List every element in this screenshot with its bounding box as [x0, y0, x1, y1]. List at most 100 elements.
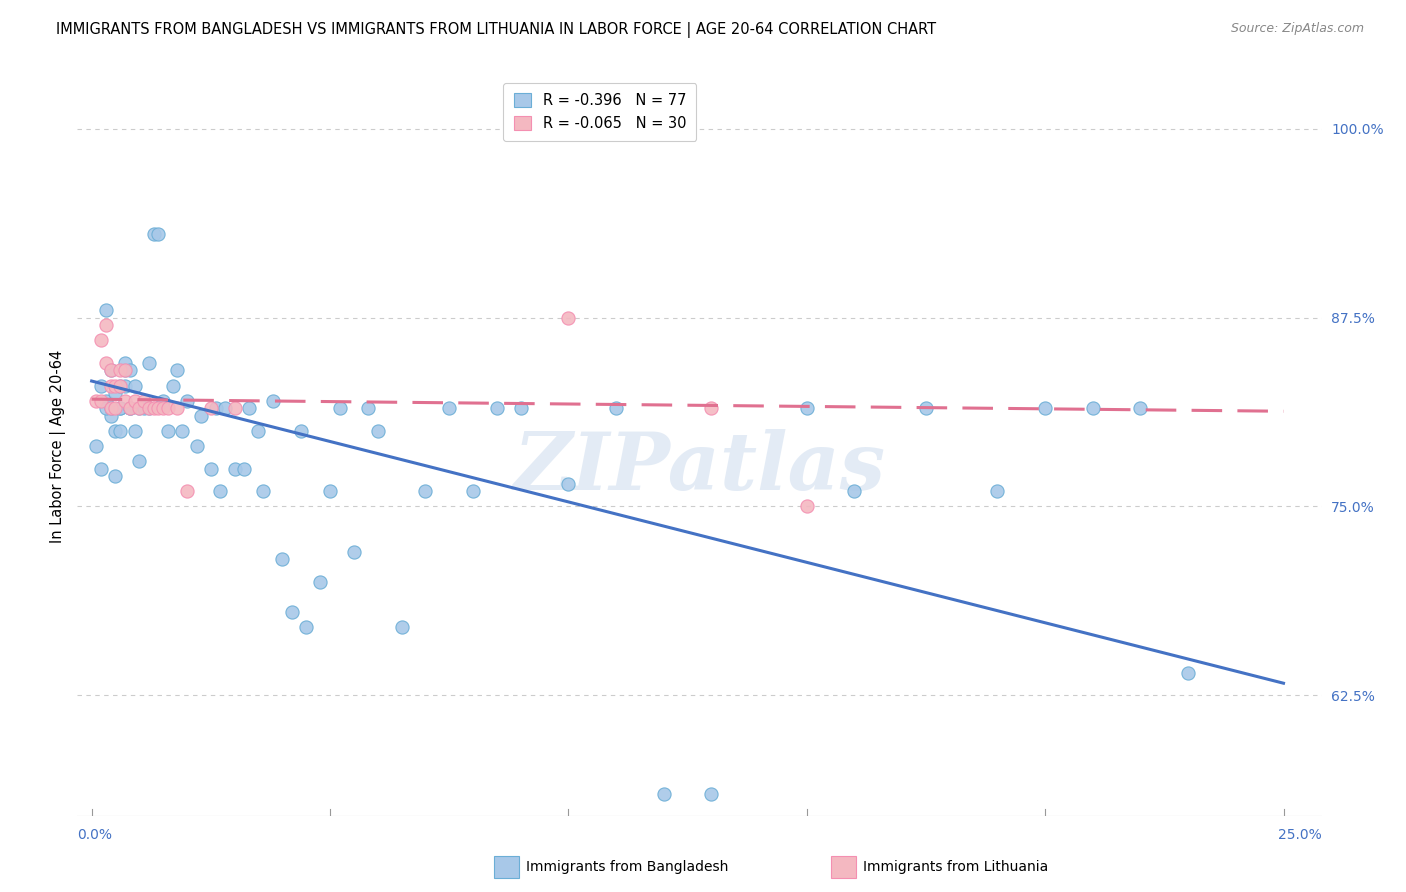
Point	[90, 333, 112, 347]
Point	[114, 378, 136, 392]
Point	[110, 378, 132, 392]
Text: 0.0%: 0.0%	[77, 828, 112, 842]
Point	[104, 424, 127, 438]
Point	[118, 363, 141, 377]
Point	[90, 461, 112, 475]
Point	[172, 424, 194, 438]
Point	[309, 574, 332, 589]
Text: Immigrants from Bangladesh: Immigrants from Bangladesh	[526, 860, 728, 874]
Point	[844, 484, 866, 499]
Point	[652, 787, 675, 801]
Point	[110, 401, 132, 416]
Point	[152, 393, 174, 408]
Point	[281, 605, 304, 619]
Text: Immigrants from Lithuania: Immigrants from Lithuania	[863, 860, 1049, 874]
Point	[1177, 665, 1199, 680]
Y-axis label: In Labor Force | Age 20-64: In Labor Force | Age 20-64	[51, 350, 66, 542]
Point	[94, 303, 117, 318]
Point	[271, 552, 294, 566]
Point	[100, 401, 122, 416]
Point	[156, 401, 179, 416]
Point	[224, 401, 246, 416]
Text: 25.0%: 25.0%	[1278, 828, 1322, 842]
Point	[118, 401, 141, 416]
Point	[176, 393, 198, 408]
Point	[128, 401, 150, 416]
Point	[391, 620, 413, 634]
Point	[100, 363, 122, 377]
Point	[128, 454, 150, 468]
Point	[224, 461, 246, 475]
Point	[557, 310, 579, 325]
Point	[557, 476, 579, 491]
Point	[319, 484, 342, 499]
Point	[104, 378, 127, 392]
Point	[176, 484, 198, 499]
Text: Source: ZipAtlas.com: Source: ZipAtlas.com	[1230, 22, 1364, 36]
Point	[605, 401, 627, 416]
Point	[138, 401, 160, 416]
Text: ZIPatlas: ZIPatlas	[513, 429, 886, 507]
Point	[148, 227, 170, 242]
Point	[1033, 401, 1056, 416]
Point	[100, 363, 122, 377]
Point	[86, 439, 108, 453]
Point	[357, 401, 380, 416]
Point	[100, 378, 122, 392]
Point	[110, 401, 132, 416]
Point	[509, 401, 531, 416]
Point	[114, 363, 136, 377]
Point	[156, 424, 179, 438]
Point	[142, 401, 165, 416]
Point	[114, 356, 136, 370]
Point	[204, 401, 226, 416]
Point	[94, 318, 117, 332]
Point	[700, 401, 723, 416]
Point	[209, 484, 232, 499]
Point	[986, 484, 1008, 499]
Point	[118, 401, 141, 416]
Point	[138, 356, 160, 370]
Point	[100, 401, 122, 416]
Point	[200, 401, 222, 416]
Point	[104, 401, 127, 416]
Point	[100, 409, 122, 423]
Point	[152, 401, 174, 416]
Point	[94, 401, 117, 416]
Point	[415, 484, 437, 499]
Point	[90, 393, 112, 408]
Point	[1081, 401, 1104, 416]
Point	[1129, 401, 1152, 416]
Point	[796, 401, 818, 416]
Point	[132, 401, 155, 416]
Point	[94, 356, 117, 370]
Point	[166, 401, 188, 416]
Point	[238, 401, 260, 416]
Point	[104, 469, 127, 483]
Point	[110, 363, 132, 377]
Point	[124, 378, 146, 392]
Point	[233, 461, 256, 475]
Point	[104, 386, 127, 401]
Point	[114, 393, 136, 408]
Point	[915, 401, 938, 416]
Text: IMMIGRANTS FROM BANGLADESH VS IMMIGRANTS FROM LITHUANIA IN LABOR FORCE | AGE 20-: IMMIGRANTS FROM BANGLADESH VS IMMIGRANTS…	[56, 22, 936, 38]
Point	[437, 401, 460, 416]
Point	[247, 424, 270, 438]
Point	[124, 393, 146, 408]
Point	[796, 500, 818, 514]
Point	[367, 424, 389, 438]
Point	[186, 439, 208, 453]
Point	[252, 484, 274, 499]
Point	[461, 484, 484, 499]
Point	[190, 409, 212, 423]
Point	[90, 378, 112, 392]
Point	[214, 401, 236, 416]
Point	[138, 401, 160, 416]
Point	[124, 424, 146, 438]
Point	[148, 401, 170, 416]
Point	[118, 401, 141, 416]
Point	[166, 363, 188, 377]
Point	[262, 393, 284, 408]
Point	[110, 424, 132, 438]
